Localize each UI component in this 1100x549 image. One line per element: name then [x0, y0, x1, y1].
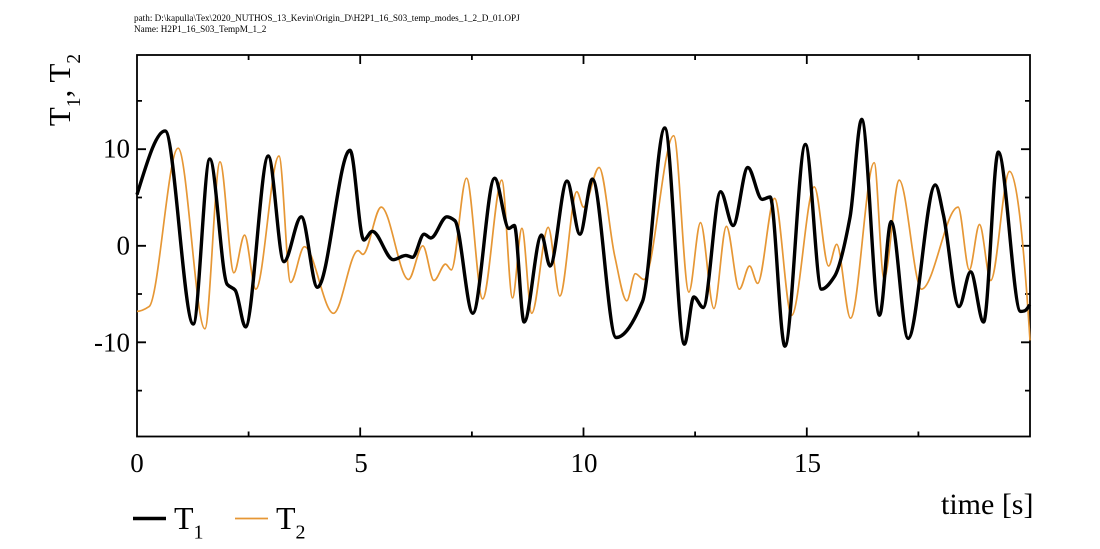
svg-text:0: 0	[117, 231, 131, 261]
svg-text:10: 10	[571, 448, 598, 478]
svg-text:Name: H2P1_16_S03_TempM_1_2: Name: H2P1_16_S03_TempM_1_2	[134, 24, 267, 34]
svg-text:10: 10	[103, 134, 130, 164]
svg-text:5: 5	[354, 448, 368, 478]
svg-text:path: D:\kapulla\Tex\2020_NUTH: path: D:\kapulla\Tex\2020_NUTHOS_13_Kevi…	[134, 13, 520, 23]
svg-text:time [s]: time [s]	[941, 488, 1033, 521]
svg-text:15: 15	[794, 448, 821, 478]
svg-text:0: 0	[130, 448, 144, 478]
svg-text:-10: -10	[94, 328, 130, 358]
